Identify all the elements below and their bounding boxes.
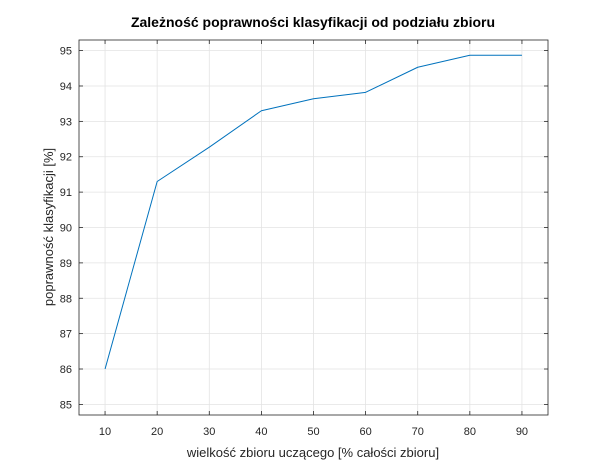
data-point: [207, 145, 212, 150]
y-tick-label: 94: [60, 81, 72, 93]
axis-ticks: 10 20 30 40 50 60 70 80 90 85 86 87 88 89 90 91 92 93 94 95: [60, 40, 548, 438]
x-tick-label: 90: [516, 426, 528, 438]
data-point: [259, 108, 264, 113]
y-tick-label: 87: [60, 329, 72, 341]
data-point: [467, 53, 472, 58]
x-tick-label: 20: [151, 426, 163, 438]
data-point: [519, 53, 524, 58]
grid: [79, 40, 548, 415]
y-tick-label: 92: [60, 152, 72, 164]
data-point: [415, 65, 420, 70]
x-tick-label: 30: [203, 426, 215, 438]
data-point: [155, 179, 160, 184]
data-point: [311, 96, 316, 101]
x-tick-label: 60: [359, 426, 371, 438]
series-line: [104, 54, 522, 370]
y-axis-label: poprawność klasyfikacji [%]: [41, 148, 56, 306]
x-tick-label: 40: [255, 426, 267, 438]
y-tick-label: 90: [60, 223, 72, 235]
y-tick-label: 95: [60, 46, 72, 58]
x-tick-label: 80: [464, 426, 476, 438]
data-point: [103, 367, 108, 372]
y-tick-label: 88: [60, 293, 72, 305]
x-tick-label: 50: [307, 426, 319, 438]
y-tick-label: 86: [60, 364, 72, 376]
chart-title: Zależność poprawności klasyfikacji od po…: [131, 14, 495, 30]
y-tick-label: 89: [60, 258, 72, 270]
y-tick-label: 91: [60, 187, 72, 199]
x-tick-label: 10: [99, 426, 111, 438]
y-tick-label: 85: [60, 399, 72, 411]
x-tick-label: 70: [412, 426, 424, 438]
series-group: [103, 53, 524, 372]
x-axis-label: wielkość zbioru uczącego [% całości zbio…: [186, 445, 439, 460]
y-tick-label: 93: [60, 116, 72, 128]
data-point: [363, 90, 368, 95]
